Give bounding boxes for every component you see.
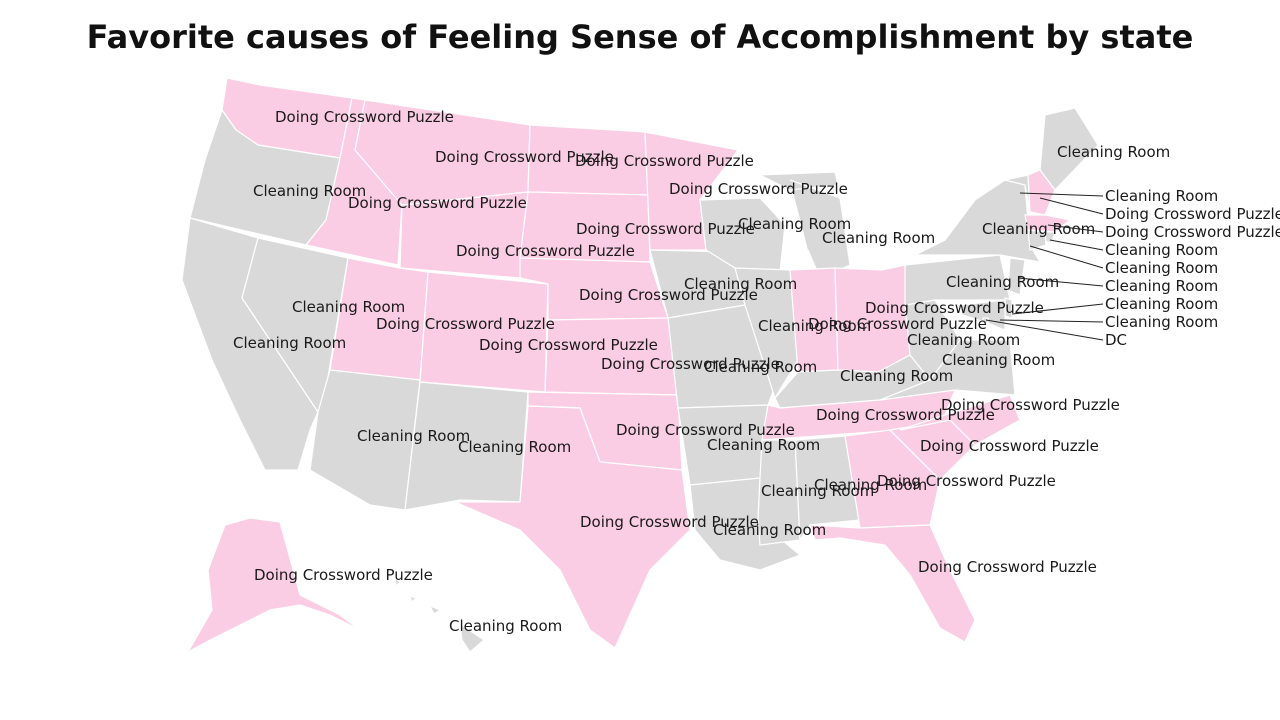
label-CO: Doing Crossword Puzzle xyxy=(479,336,658,354)
label-PA: Cleaning Room xyxy=(946,273,1059,291)
leader-lines xyxy=(985,192,1104,341)
label-WY: Doing Crossword Puzzle xyxy=(456,242,635,260)
label-NJ: Cleaning Room xyxy=(1105,277,1218,295)
label-WV: Cleaning Room xyxy=(907,331,1020,349)
label-IL: Cleaning Room xyxy=(758,317,871,335)
label-MA: Doing Crossword Puzzle xyxy=(1105,223,1280,241)
state-NC xyxy=(899,394,1021,446)
label-CA: Cleaning Room xyxy=(233,334,346,352)
label-NY: Cleaning Room xyxy=(982,220,1095,238)
label-ND: Doing Crossword Puzzle xyxy=(575,152,754,170)
label-NC: Doing Crossword Puzzle xyxy=(941,396,1120,414)
label-TX: Doing Crossword Puzzle xyxy=(580,513,759,531)
label-MI: Cleaning Room xyxy=(822,229,935,247)
state-NJ xyxy=(1007,257,1026,296)
label-ME: Cleaning Room xyxy=(1057,143,1170,161)
state-HI xyxy=(394,576,485,653)
state-NH xyxy=(1027,169,1056,216)
label-NE: Doing Crossword Puzzle xyxy=(579,286,758,304)
label-FL: Doing Crossword Puzzle xyxy=(918,558,1097,576)
label-VT: Cleaning Room xyxy=(1105,187,1218,205)
label-MO: Cleaning Room xyxy=(704,358,817,376)
label-WA: Doing Crossword Puzzle xyxy=(275,108,454,126)
state-CT xyxy=(1027,229,1047,251)
state-AL xyxy=(794,435,861,542)
label-DE: Cleaning Room xyxy=(1105,295,1218,313)
state-GA xyxy=(844,429,941,529)
state-AK xyxy=(186,517,361,654)
label-ID: Doing Crossword Puzzle xyxy=(348,194,527,212)
state-DC xyxy=(982,317,989,324)
label-NM: Cleaning Room xyxy=(458,438,571,456)
label-TN: Doing Crossword Puzzle xyxy=(816,406,995,424)
label-AR: Cleaning Room xyxy=(707,436,820,454)
state-AZ xyxy=(309,369,421,511)
label-IA: Cleaning Room xyxy=(684,275,797,293)
label-AZ: Cleaning Room xyxy=(357,427,470,445)
label-KY: Cleaning Room xyxy=(840,367,953,385)
state-PA xyxy=(904,254,1011,306)
label-AL: Cleaning Room xyxy=(814,476,927,494)
label-KS: Doing Crossword Puzzle xyxy=(601,355,780,373)
label-LA: Cleaning Room xyxy=(713,521,826,539)
label-IN: Doing Crossword Puzzle xyxy=(808,315,987,333)
state-MD xyxy=(959,299,1006,331)
label-WI: Cleaning Room xyxy=(738,215,851,233)
label-RI: Cleaning Room xyxy=(1105,241,1218,259)
label-MN: Doing Crossword Puzzle xyxy=(669,180,848,198)
state-IL xyxy=(734,267,799,400)
label-AK: Doing Crossword Puzzle xyxy=(254,566,433,584)
label-OR: Cleaning Room xyxy=(253,182,366,200)
label-GA: Doing Crossword Puzzle xyxy=(877,472,1056,490)
map-title: Favorite causes of Feeling Sense of Acco… xyxy=(86,18,1194,56)
state-MA xyxy=(1024,214,1072,233)
label-OK: Doing Crossword Puzzle xyxy=(616,421,795,439)
state-NM xyxy=(404,381,529,511)
label-HI: Cleaning Room xyxy=(449,617,562,635)
label-SD: Doing Crossword Puzzle xyxy=(576,220,755,238)
label-MT: Doing Crossword Puzzle xyxy=(435,148,614,166)
label-MD: Cleaning Room xyxy=(1105,313,1218,331)
label-OH: Doing Crossword Puzzle xyxy=(865,299,1044,317)
label-VA: Cleaning Room xyxy=(942,351,1055,369)
label-NV: Cleaning Room xyxy=(292,298,405,316)
label-NH: Doing Crossword Puzzle xyxy=(1105,205,1280,223)
state-ME xyxy=(1039,107,1099,191)
label-DC: DC xyxy=(1105,331,1127,349)
label-UT: Doing Crossword Puzzle xyxy=(376,315,555,333)
label-SC: Doing Crossword Puzzle xyxy=(920,437,1099,455)
label-MS: Cleaning Room xyxy=(761,482,874,500)
state-TX xyxy=(454,405,691,649)
label-CT: Cleaning Room xyxy=(1105,259,1218,277)
state-FL xyxy=(809,524,976,643)
state-WV xyxy=(904,299,961,381)
